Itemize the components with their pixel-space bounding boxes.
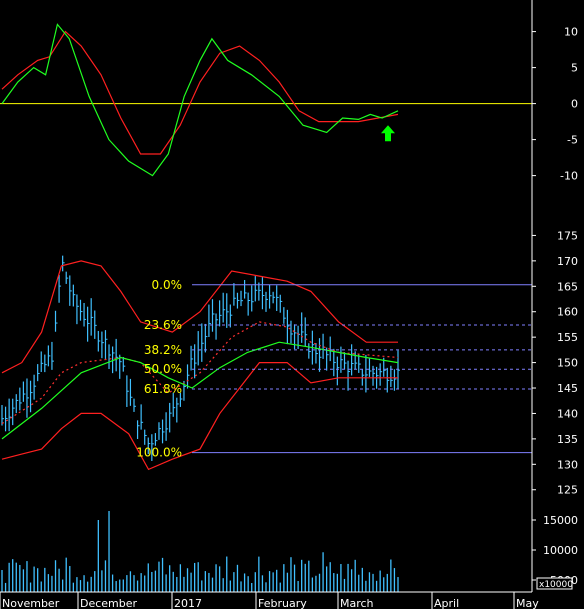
volume-unit-box: [536, 577, 573, 590]
price-y-tick-label: 145: [557, 382, 578, 395]
volume-panel: [1, 511, 399, 592]
osc-y-tick-label: 10: [564, 26, 578, 39]
volume-y-tick-label: 10000: [543, 544, 578, 557]
x-tick-label: 2017: [174, 597, 202, 609]
oscillator-signal-red: [1, 30, 399, 155]
price-y-tick-label: 130: [557, 458, 578, 471]
moving-average-green: [1, 341, 399, 440]
oscillator-panel: [0, 23, 532, 177]
fib-level-label: 0.0%: [152, 278, 183, 292]
volume-unit-label: x10000: [539, 580, 573, 590]
osc-y-tick-label: -5: [567, 134, 578, 147]
price-y-tick-label: 165: [557, 280, 578, 293]
price-y-tick-label: 155: [557, 331, 578, 344]
osc-y-tick-label: -10: [560, 170, 578, 183]
fib-level-label: 50.0%: [144, 362, 182, 376]
x-tick-label: December: [80, 597, 138, 609]
price-panel: 0.0% 23.6% 38.2% 50.0% 61.8% 100.0%: [1, 255, 532, 471]
fib-level-label: 100.0%: [136, 446, 182, 460]
fib-level-label: 23.6%: [144, 318, 182, 332]
osc-y-tick-label: 5: [571, 62, 578, 75]
buy-signal-arrow-icon: [381, 125, 395, 142]
price-y-tick-label: 175: [557, 229, 578, 242]
volume-y-tick-label: 15000: [543, 514, 578, 527]
osc-y-tick-label: 0: [571, 98, 578, 111]
moving-average-dotted: [1, 321, 399, 425]
x-tick-label: March: [340, 597, 374, 609]
x-tick-label: May: [516, 597, 539, 609]
fib-level-label: 61.8%: [144, 382, 182, 396]
fib-level-label: 38.2%: [144, 343, 182, 357]
bollinger-upper: [1, 260, 398, 374]
x-tick-label: November: [2, 597, 60, 609]
price-y-tick-label: 170: [557, 255, 578, 268]
price-y-tick-label: 135: [557, 433, 578, 446]
price-y-tick-label: 160: [557, 306, 578, 319]
x-tick-label: February: [258, 597, 307, 609]
x-tick-label: April: [434, 597, 459, 609]
oscillator-line-green: [1, 23, 399, 177]
price-y-tick-label: 140: [557, 407, 578, 420]
price-y-tick-label: 150: [557, 357, 578, 370]
price-y-tick-label: 125: [557, 484, 578, 497]
